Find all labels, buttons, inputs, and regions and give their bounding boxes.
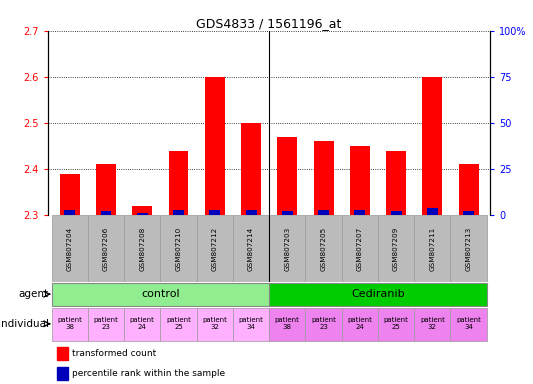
FancyBboxPatch shape (52, 215, 88, 282)
Bar (458, 164, 479, 215)
FancyBboxPatch shape (160, 215, 197, 282)
Bar (57, 367, 68, 380)
Text: GSM807211: GSM807211 (430, 227, 435, 271)
Bar (463, 211, 474, 215)
Bar (386, 151, 406, 215)
FancyBboxPatch shape (342, 308, 378, 341)
FancyBboxPatch shape (305, 215, 342, 282)
Bar (246, 210, 256, 215)
Bar (137, 213, 148, 215)
Bar (101, 211, 111, 215)
Text: GSM807212: GSM807212 (212, 227, 218, 271)
FancyBboxPatch shape (197, 308, 233, 341)
Text: GSM807206: GSM807206 (103, 227, 109, 271)
Text: patient
32: patient 32 (203, 317, 227, 330)
FancyBboxPatch shape (450, 308, 487, 341)
Bar (354, 210, 365, 215)
Text: patient
25: patient 25 (166, 317, 191, 330)
Text: individual: individual (0, 319, 49, 329)
Text: control: control (141, 289, 180, 299)
Bar (173, 210, 184, 215)
Bar (168, 151, 189, 215)
Text: patient
23: patient 23 (94, 317, 118, 330)
Bar (277, 137, 297, 215)
Bar (318, 210, 329, 215)
Text: GSM807214: GSM807214 (248, 227, 254, 271)
Text: GSM807209: GSM807209 (393, 227, 399, 271)
FancyBboxPatch shape (450, 215, 487, 282)
FancyBboxPatch shape (414, 215, 450, 282)
FancyBboxPatch shape (269, 308, 305, 341)
Text: patient
24: patient 24 (348, 317, 372, 330)
Text: GSM807208: GSM807208 (139, 227, 146, 271)
Text: patient
25: patient 25 (384, 317, 408, 330)
Text: patient
34: patient 34 (239, 317, 263, 330)
Bar (60, 174, 80, 215)
Bar (313, 141, 334, 215)
Text: transformed count: transformed count (72, 349, 157, 358)
Text: agent: agent (19, 289, 49, 299)
FancyBboxPatch shape (52, 308, 88, 341)
Bar (391, 211, 401, 215)
Bar (57, 347, 68, 359)
Text: GSM807207: GSM807207 (357, 227, 363, 271)
FancyBboxPatch shape (414, 308, 450, 341)
FancyBboxPatch shape (124, 215, 160, 282)
Bar (427, 208, 438, 215)
Text: patient
38: patient 38 (57, 317, 82, 330)
FancyBboxPatch shape (305, 308, 342, 341)
FancyBboxPatch shape (52, 283, 269, 306)
Bar (96, 164, 116, 215)
Text: GSM807204: GSM807204 (67, 227, 72, 271)
FancyBboxPatch shape (269, 283, 487, 306)
Bar (132, 206, 152, 215)
FancyBboxPatch shape (378, 308, 414, 341)
FancyBboxPatch shape (88, 215, 124, 282)
Bar (422, 77, 442, 215)
Text: GSM807210: GSM807210 (175, 227, 182, 271)
Text: patient
34: patient 34 (456, 317, 481, 330)
FancyBboxPatch shape (233, 215, 269, 282)
Bar (205, 77, 225, 215)
Bar (209, 210, 220, 215)
FancyBboxPatch shape (233, 308, 269, 341)
FancyBboxPatch shape (378, 215, 414, 282)
Text: GSM807203: GSM807203 (284, 227, 290, 271)
FancyBboxPatch shape (197, 215, 233, 282)
Bar (64, 210, 75, 215)
Text: patient
38: patient 38 (275, 317, 300, 330)
Text: patient
23: patient 23 (311, 317, 336, 330)
Bar (241, 123, 261, 215)
FancyBboxPatch shape (269, 215, 305, 282)
FancyBboxPatch shape (88, 308, 124, 341)
Text: patient
32: patient 32 (420, 317, 445, 330)
Title: GDS4833 / 1561196_at: GDS4833 / 1561196_at (197, 17, 342, 30)
Bar (282, 211, 293, 215)
Text: GSM807205: GSM807205 (320, 227, 327, 271)
Text: Cediranib: Cediranib (351, 289, 405, 299)
Bar (350, 146, 370, 215)
FancyBboxPatch shape (124, 308, 160, 341)
FancyBboxPatch shape (342, 215, 378, 282)
FancyBboxPatch shape (160, 308, 197, 341)
Text: percentile rank within the sample: percentile rank within the sample (72, 369, 225, 378)
Text: patient
24: patient 24 (130, 317, 155, 330)
Text: GSM807213: GSM807213 (466, 227, 472, 271)
